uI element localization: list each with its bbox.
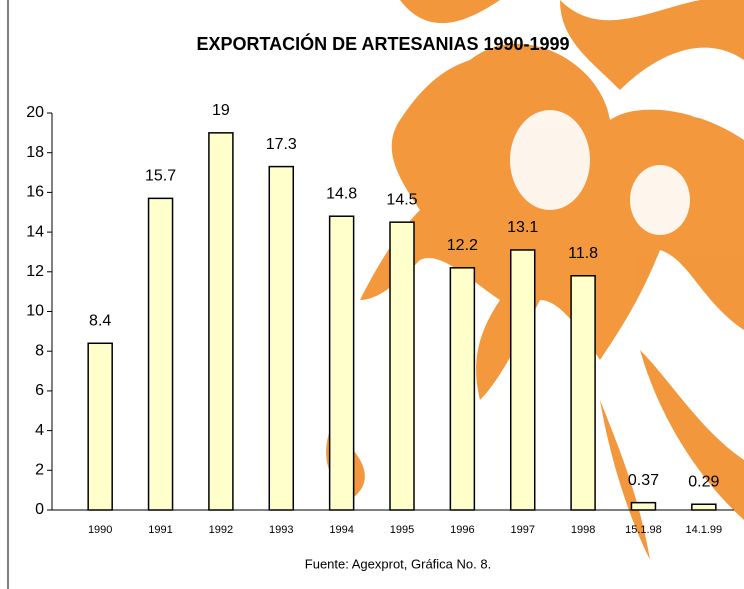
- x-tick-label: 1990: [88, 524, 112, 536]
- bar: [389, 221, 415, 511]
- data-label: 14.5: [386, 191, 417, 208]
- y-tick-label: 2: [35, 462, 44, 479]
- y-tick-label: 0: [35, 501, 44, 518]
- y-tick-label: 4: [35, 422, 44, 439]
- y-tick-label: 12: [26, 263, 44, 280]
- data-label: 0.37: [628, 472, 659, 489]
- y-tick-label: 6: [35, 382, 44, 399]
- x-tick-label: 1992: [209, 524, 233, 536]
- x-tick-label: 1996: [450, 524, 474, 536]
- data-label: 12.2: [447, 237, 478, 254]
- y-tick-label: 8: [35, 342, 44, 359]
- bar: [268, 165, 295, 511]
- bar: [570, 275, 596, 511]
- bar: [449, 267, 476, 511]
- bar: [87, 342, 113, 511]
- bar: [208, 132, 234, 511]
- x-tick-label: 1998: [571, 524, 595, 536]
- chart-title: EXPORTACIÓN DE ARTESANIAS 1990-1999: [196, 33, 569, 54]
- data-label: 19: [212, 102, 230, 119]
- data-label: 8.4: [89, 312, 111, 329]
- x-tick-label: 14.1.99: [685, 524, 722, 536]
- decoration-highlights: [510, 82, 718, 235]
- data-label: 11.8: [568, 245, 598, 262]
- y-tick-label: 16: [26, 184, 44, 201]
- data-label: 15.7: [145, 168, 176, 185]
- bar: [630, 501, 657, 511]
- data-label: 0.29: [688, 473, 719, 490]
- y-tick-label: 20: [26, 104, 44, 121]
- data-label: 13.1: [507, 219, 538, 236]
- x-tick-label: 15.1.98: [625, 524, 662, 536]
- x-tick-label: 1995: [390, 524, 414, 536]
- data-label: 17.3: [266, 136, 297, 153]
- source-note: Fuente: Agexprot, Gráfica No. 8.: [305, 556, 491, 571]
- bar: [509, 249, 536, 511]
- bar: [328, 215, 355, 511]
- x-tick-label: 1997: [510, 524, 534, 536]
- y-tick-label: 18: [26, 144, 44, 161]
- bar: [147, 197, 174, 511]
- x-tick-label: 1994: [329, 524, 353, 536]
- x-tick-label: 1993: [269, 524, 293, 536]
- data-label: 14.8: [326, 185, 357, 202]
- y-tick-label: 10: [26, 303, 44, 320]
- x-tick-label: 1991: [148, 524, 172, 536]
- bar: [691, 503, 717, 511]
- y-tick-label: 14: [26, 223, 44, 240]
